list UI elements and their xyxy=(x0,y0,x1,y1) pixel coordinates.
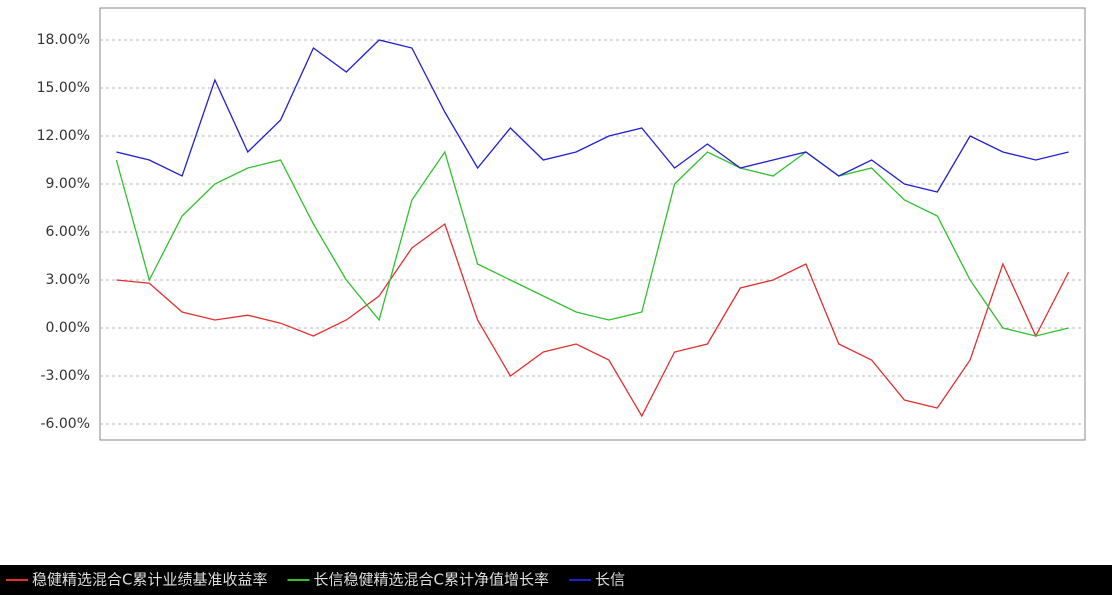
legend-label: 长信 xyxy=(595,571,625,589)
y-tick-label: 3.00% xyxy=(46,272,90,288)
y-tick-label: 12.00% xyxy=(37,128,90,144)
series-line xyxy=(116,152,1068,336)
chart: 18.00% 15.00% 12.00% 9.00% 6.00% 3.00% 0.00% -3… xyxy=(0,0,1112,595)
y-tick-label: 0.00% xyxy=(46,320,90,336)
y-tick-label: 6.00% xyxy=(46,224,90,240)
y-tick-label: -6.00% xyxy=(40,416,90,432)
series-line xyxy=(116,224,1068,416)
y-tick-label: -3.00% xyxy=(40,368,90,384)
y-tick-label: 15.00% xyxy=(37,80,90,96)
y-tick-label: 18.00% xyxy=(37,32,90,48)
series-line xyxy=(116,40,1068,192)
legend-label: 长信稳健精选混合C累计净值增长率 xyxy=(313,571,548,589)
y-tick-label: 9.00% xyxy=(46,176,90,192)
page: {"chart_data": {"type": "line", "categor… xyxy=(0,0,1112,595)
legend-label: 稳健精选混合C累计业绩基准收益率 xyxy=(32,571,267,589)
plot-frame xyxy=(100,8,1085,440)
